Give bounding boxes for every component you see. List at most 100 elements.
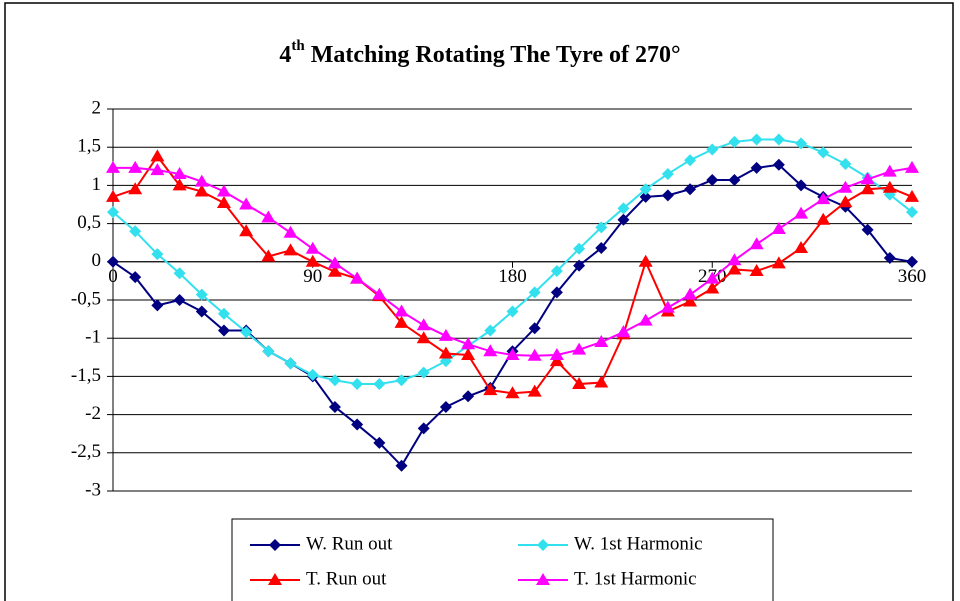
diamond-marker — [639, 183, 652, 196]
triangle-marker — [549, 354, 564, 367]
diamond-marker — [395, 374, 408, 387]
y-tick-label: -2 — [85, 403, 101, 424]
title-text: Matching Rotating The Tyre of 270° — [311, 42, 681, 68]
diamond-marker — [795, 137, 808, 150]
triangle-marker — [816, 192, 831, 205]
triangle-marker — [128, 182, 143, 195]
triangle-marker — [261, 249, 276, 262]
title-superscript: th — [291, 38, 305, 54]
triangle-marker — [749, 237, 764, 250]
triangle-marker — [838, 195, 853, 208]
chart-frame — [4, 2, 954, 601]
diamond-marker — [373, 436, 386, 449]
triangle-marker — [638, 313, 653, 326]
triangle-marker — [438, 328, 453, 341]
triangle-marker — [483, 344, 498, 357]
triangle-marker — [683, 287, 698, 300]
triangle-marker — [549, 348, 564, 361]
x-tick-label: 90 — [303, 266, 322, 287]
x-tick-label: 180 — [498, 266, 527, 287]
triangle-marker — [505, 386, 520, 399]
triangle-marker — [416, 318, 431, 331]
triangle-marker — [727, 253, 742, 266]
legend-label: W. 1st Harmonic — [574, 533, 703, 554]
triangle-marker — [816, 212, 831, 225]
triangle-marker — [794, 206, 809, 219]
diamond-marker — [351, 378, 364, 391]
diamond-marker — [351, 418, 364, 431]
y-tick-label: -1 — [85, 327, 101, 348]
triangle-marker — [194, 174, 209, 187]
y-tick-label: 1 — [92, 174, 102, 195]
legend-label: T. Run out — [306, 568, 387, 589]
diamond-marker — [306, 368, 319, 381]
triangle-marker — [216, 195, 231, 208]
triangle-marker — [594, 335, 609, 348]
triangle-marker — [283, 243, 298, 256]
triangle-marker — [150, 149, 165, 162]
diamond-marker — [417, 366, 430, 379]
diamond-marker — [328, 374, 341, 387]
title-number: 4 — [279, 42, 291, 68]
y-tick-label: -2,5 — [71, 441, 101, 462]
triangle-marker — [905, 189, 919, 202]
diamond-marker — [217, 307, 230, 320]
diamond-marker — [684, 154, 697, 167]
triangle-marker — [305, 241, 320, 254]
diamond-marker — [728, 174, 741, 187]
triangle-marker — [327, 264, 342, 277]
triangle-marker — [572, 377, 587, 390]
diamond-marker — [617, 202, 630, 215]
triangle-marker — [838, 180, 853, 193]
triangle-marker — [860, 182, 875, 195]
triangle-marker — [106, 189, 120, 202]
diamond-marker — [240, 326, 253, 339]
triangle-marker — [505, 348, 520, 361]
x-tick-label: 360 — [898, 266, 927, 287]
triangle-marker — [461, 348, 476, 361]
diamond-marker — [284, 357, 297, 370]
triangle-marker — [239, 224, 254, 237]
triangle-marker — [705, 271, 720, 284]
diamond-marker — [129, 271, 142, 284]
diamond-marker — [573, 242, 586, 255]
diamond-marker — [417, 422, 430, 435]
triangle-marker — [536, 573, 550, 585]
triangle-marker — [882, 180, 897, 193]
legend-label: W. Run out — [306, 533, 393, 554]
diamond-marker — [439, 400, 452, 413]
y-tick-label: -3 — [85, 479, 101, 500]
y-tick-label: 0 — [92, 250, 102, 271]
triangle-marker — [683, 294, 698, 307]
triangle-marker — [616, 325, 631, 338]
triangle-marker — [128, 160, 143, 173]
diamond-marker — [269, 539, 281, 551]
triangle-marker — [106, 160, 120, 173]
diamond-marker — [107, 206, 119, 219]
diamond-marker — [639, 190, 652, 203]
triangle-marker — [660, 300, 675, 313]
diamond-marker — [883, 251, 896, 264]
y-tick-label: -1,5 — [71, 365, 101, 386]
triangle-marker — [372, 287, 387, 300]
diamond-marker — [107, 255, 119, 268]
diamond-marker — [195, 305, 208, 318]
y-tick-label: -0,5 — [71, 288, 101, 309]
triangle-marker — [749, 263, 764, 276]
triangle-marker — [771, 221, 786, 234]
diamond-marker — [906, 255, 918, 268]
triangle-marker — [527, 348, 542, 361]
triangle-marker — [172, 166, 187, 179]
triangle-marker — [327, 256, 342, 269]
diamond-marker — [706, 174, 719, 187]
diamond-marker — [506, 305, 519, 318]
triangle-marker — [172, 178, 187, 191]
triangle-marker — [727, 262, 742, 275]
triangle-marker — [771, 256, 786, 269]
diamond-marker — [684, 183, 697, 196]
diamond-marker — [129, 225, 142, 238]
diamond-marker — [537, 539, 549, 551]
diamond-marker — [795, 179, 808, 192]
x-tick-label: 0 — [108, 266, 118, 287]
